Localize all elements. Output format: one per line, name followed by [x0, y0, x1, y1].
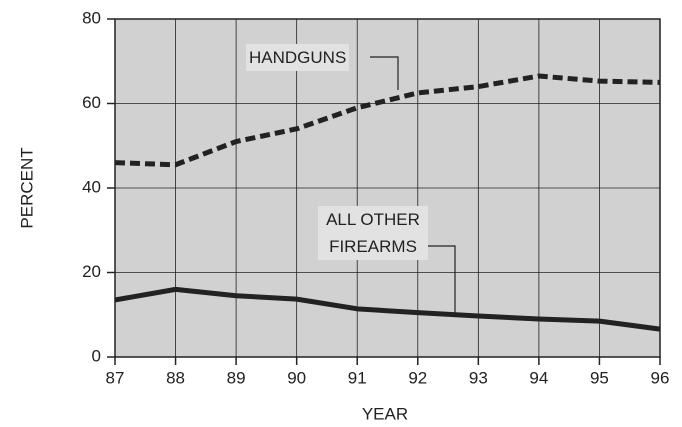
x-tick-label: 91 [348, 368, 367, 387]
plot-frame [114, 18, 661, 358]
x-axis-label: YEAR [362, 404, 408, 423]
y-tick-label: 40 [82, 177, 101, 196]
x-tick-label: 96 [651, 368, 670, 387]
x-tick-label: 92 [408, 368, 427, 387]
x-tick-label: 87 [106, 368, 125, 387]
series-label: ALL OTHER FIREARMS [318, 206, 428, 260]
series-line [114, 73, 661, 168]
y-tick-label: 20 [82, 262, 101, 281]
x-tick-label: 93 [469, 368, 488, 387]
x-tick-label: 95 [590, 368, 609, 387]
y-axis-label: PERCENT [17, 147, 36, 228]
leader-line [428, 245, 456, 315]
x-tick-label: 89 [227, 368, 246, 387]
series-label: HANDGUNS [246, 44, 350, 71]
series-line [114, 286, 661, 332]
y-tick-label: 80 [82, 8, 101, 27]
y-tick-label: 0 [92, 346, 101, 365]
x-tick-label: 88 [166, 368, 185, 387]
x-tick-label: 94 [529, 368, 548, 387]
x-tick-label: 90 [287, 368, 306, 387]
leader-line [370, 56, 399, 90]
y-tick-label: 60 [82, 93, 101, 112]
